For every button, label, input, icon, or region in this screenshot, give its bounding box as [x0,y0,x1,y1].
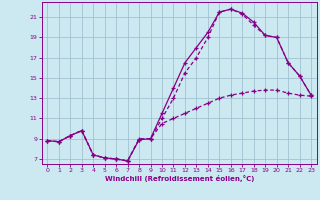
X-axis label: Windchill (Refroidissement éolien,°C): Windchill (Refroidissement éolien,°C) [105,175,254,182]
